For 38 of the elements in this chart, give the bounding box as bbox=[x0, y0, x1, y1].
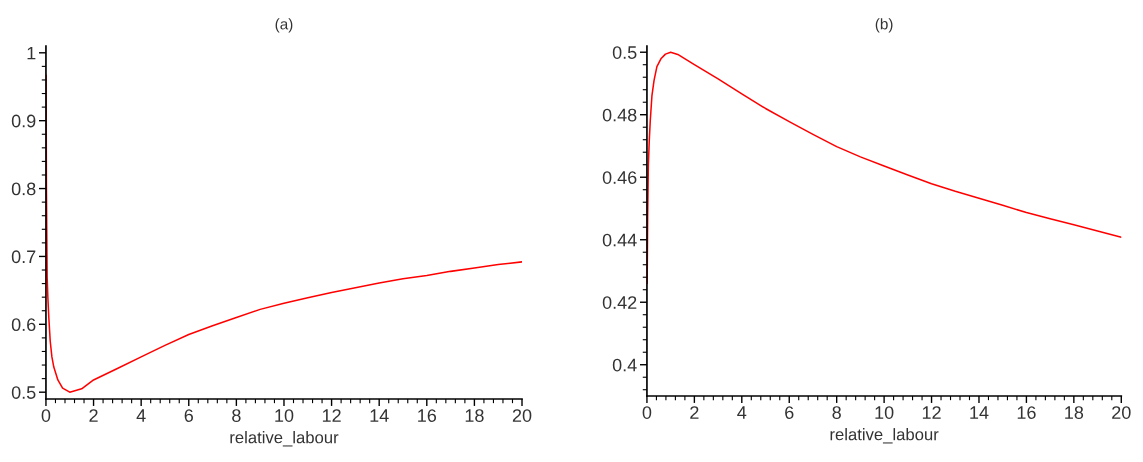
x-tick-label: 0 bbox=[642, 406, 652, 419]
y-tick-label: 0.4 bbox=[612, 358, 637, 372]
x-tick-label: 12 bbox=[322, 409, 341, 422]
x-tick-label: 20 bbox=[1112, 406, 1131, 419]
x-tick-label: 16 bbox=[418, 409, 437, 422]
x-tick-label: 16 bbox=[1017, 406, 1036, 419]
x-tick-label: 0 bbox=[41, 409, 51, 422]
x-tick-label: 4 bbox=[136, 409, 146, 422]
x-tick-label: 14 bbox=[370, 409, 389, 422]
chart-title: (a) bbox=[275, 18, 293, 33]
x-tick-label: 10 bbox=[275, 409, 294, 422]
y-tick-label: 0.5 bbox=[11, 386, 36, 399]
x-tick-label: 2 bbox=[89, 409, 98, 422]
x-tick-label: 14 bbox=[970, 406, 989, 419]
x-tick-label: 12 bbox=[922, 406, 941, 419]
y-tick-label: 0.46 bbox=[602, 171, 637, 184]
x-tick-label: 18 bbox=[1065, 406, 1084, 419]
x-tick-label: 2 bbox=[690, 406, 699, 419]
y-tick-label: 0.5 bbox=[612, 46, 637, 59]
y-tick-label: 0.44 bbox=[602, 233, 637, 247]
chart-title: (b) bbox=[875, 18, 893, 33]
y-tick-label: 0.6 bbox=[11, 318, 36, 332]
y-tick-label: 0.7 bbox=[11, 250, 36, 264]
x-tick-label: 20 bbox=[512, 409, 532, 422]
y-tick-label: 0.8 bbox=[11, 182, 36, 196]
x-tick-label: 6 bbox=[785, 406, 794, 419]
x-tick-label: 6 bbox=[184, 409, 193, 422]
x-axis-title: relative_labour bbox=[230, 431, 339, 447]
y-tick-label: 0.9 bbox=[11, 114, 36, 128]
x-tick-label: 8 bbox=[832, 406, 841, 419]
x-tick-label: 8 bbox=[232, 409, 241, 422]
x-axis-title: relative_labour bbox=[830, 428, 939, 444]
x-tick-label: 18 bbox=[465, 409, 484, 422]
y-tick-label: 0.48 bbox=[602, 108, 637, 122]
x-tick-label: 10 bbox=[875, 406, 894, 419]
y-tick-label: 0.42 bbox=[602, 296, 637, 309]
x-tick-label: 4 bbox=[737, 406, 747, 419]
y-tick-label: 1 bbox=[27, 46, 36, 60]
